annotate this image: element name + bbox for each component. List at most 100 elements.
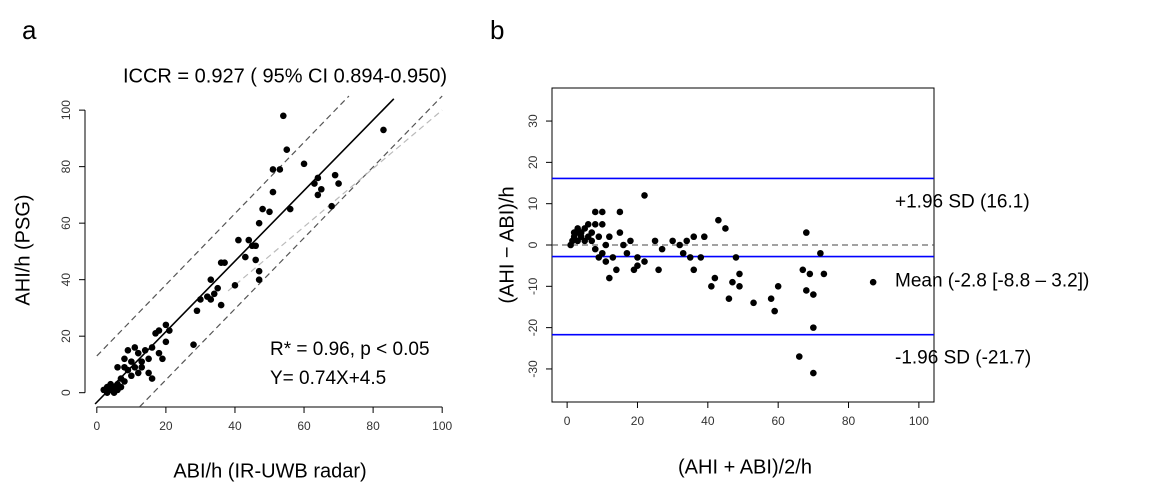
point (231, 282, 239, 289)
point (817, 249, 824, 257)
point (121, 355, 128, 363)
point (606, 274, 613, 282)
point (162, 321, 170, 329)
point (736, 283, 743, 290)
point (138, 363, 146, 371)
y-tick-label: 20 (59, 329, 73, 343)
y-tick-label: -30 (526, 360, 540, 378)
point (602, 241, 610, 249)
point (658, 245, 666, 253)
point (148, 344, 156, 351)
point (155, 349, 163, 357)
point (283, 146, 291, 153)
point (145, 369, 152, 377)
point (820, 270, 828, 278)
point (269, 166, 277, 173)
point (286, 205, 294, 213)
point (795, 353, 803, 360)
point (145, 355, 152, 363)
point (655, 266, 662, 274)
point (314, 191, 322, 199)
x-tick-label: 100 (909, 414, 929, 428)
point (803, 229, 810, 236)
y-tick-label: 60 (59, 216, 73, 230)
point (676, 241, 683, 249)
x-axis-label: ABI/h (IR-UWB radar) (173, 460, 366, 482)
point (623, 249, 631, 257)
point (131, 363, 139, 371)
point (606, 233, 613, 241)
point (806, 270, 814, 278)
point (214, 284, 221, 292)
point (314, 174, 322, 182)
point (252, 242, 259, 250)
point (311, 180, 318, 187)
point (722, 225, 729, 232)
point (266, 208, 273, 216)
x-tick-label: 80 (366, 419, 380, 433)
point (318, 185, 325, 193)
point (190, 341, 197, 348)
point (651, 237, 659, 245)
point (328, 202, 335, 210)
point (235, 236, 242, 244)
point (574, 229, 581, 236)
point (641, 192, 648, 199)
point (641, 258, 648, 265)
point (588, 237, 596, 245)
point (269, 188, 277, 196)
point (715, 216, 722, 224)
reference-label: Mean (-2.8 [-8.8 – 3.2]) (895, 271, 1089, 292)
point (810, 291, 817, 298)
fit-line (139, 95, 443, 408)
y-tick-label: 80 (59, 160, 73, 174)
fit-line (96, 95, 350, 357)
x-tick-label: 60 (771, 414, 785, 428)
point (193, 307, 201, 315)
panel-letter: a (22, 15, 37, 45)
point (380, 126, 387, 134)
point (300, 160, 308, 168)
point (207, 276, 215, 283)
point (121, 378, 128, 385)
point (767, 295, 775, 303)
point (683, 237, 691, 245)
point (131, 344, 139, 351)
point (210, 290, 218, 298)
point (134, 349, 142, 357)
point (207, 296, 215, 303)
point (616, 208, 624, 216)
point (141, 347, 149, 354)
point (591, 208, 599, 216)
x-tick-label: 20 (159, 419, 173, 433)
point (103, 383, 111, 391)
chart-title: ICCR = 0.927 ( 95% CI 0.894-0.950) (123, 65, 447, 87)
point (159, 355, 166, 363)
x-tick-label: 80 (842, 414, 856, 428)
point (869, 278, 877, 286)
x-tick-label: 40 (701, 414, 715, 428)
point (217, 301, 225, 309)
point (242, 253, 249, 261)
point (771, 307, 778, 315)
x-axis-label: (AHI + ABI)/2/h (678, 456, 812, 478)
point (331, 171, 339, 179)
x-tick-label: 0 (93, 419, 100, 433)
y-tick-label: 20 (526, 155, 540, 169)
point (591, 221, 599, 228)
point (162, 338, 170, 346)
x-tick-label: 40 (228, 419, 242, 433)
point (255, 267, 263, 275)
point (595, 233, 603, 241)
point (690, 266, 698, 274)
point (221, 259, 228, 267)
x-tick-label: 100 (432, 419, 452, 433)
point (155, 327, 163, 334)
point (697, 254, 705, 261)
point (732, 254, 740, 261)
point (276, 166, 284, 173)
point (599, 208, 606, 216)
point (128, 372, 135, 380)
annotation: R* = 0.96, p < 0.05 (270, 339, 430, 360)
reference-label: +1.96 SD (16.1) (895, 191, 1030, 212)
